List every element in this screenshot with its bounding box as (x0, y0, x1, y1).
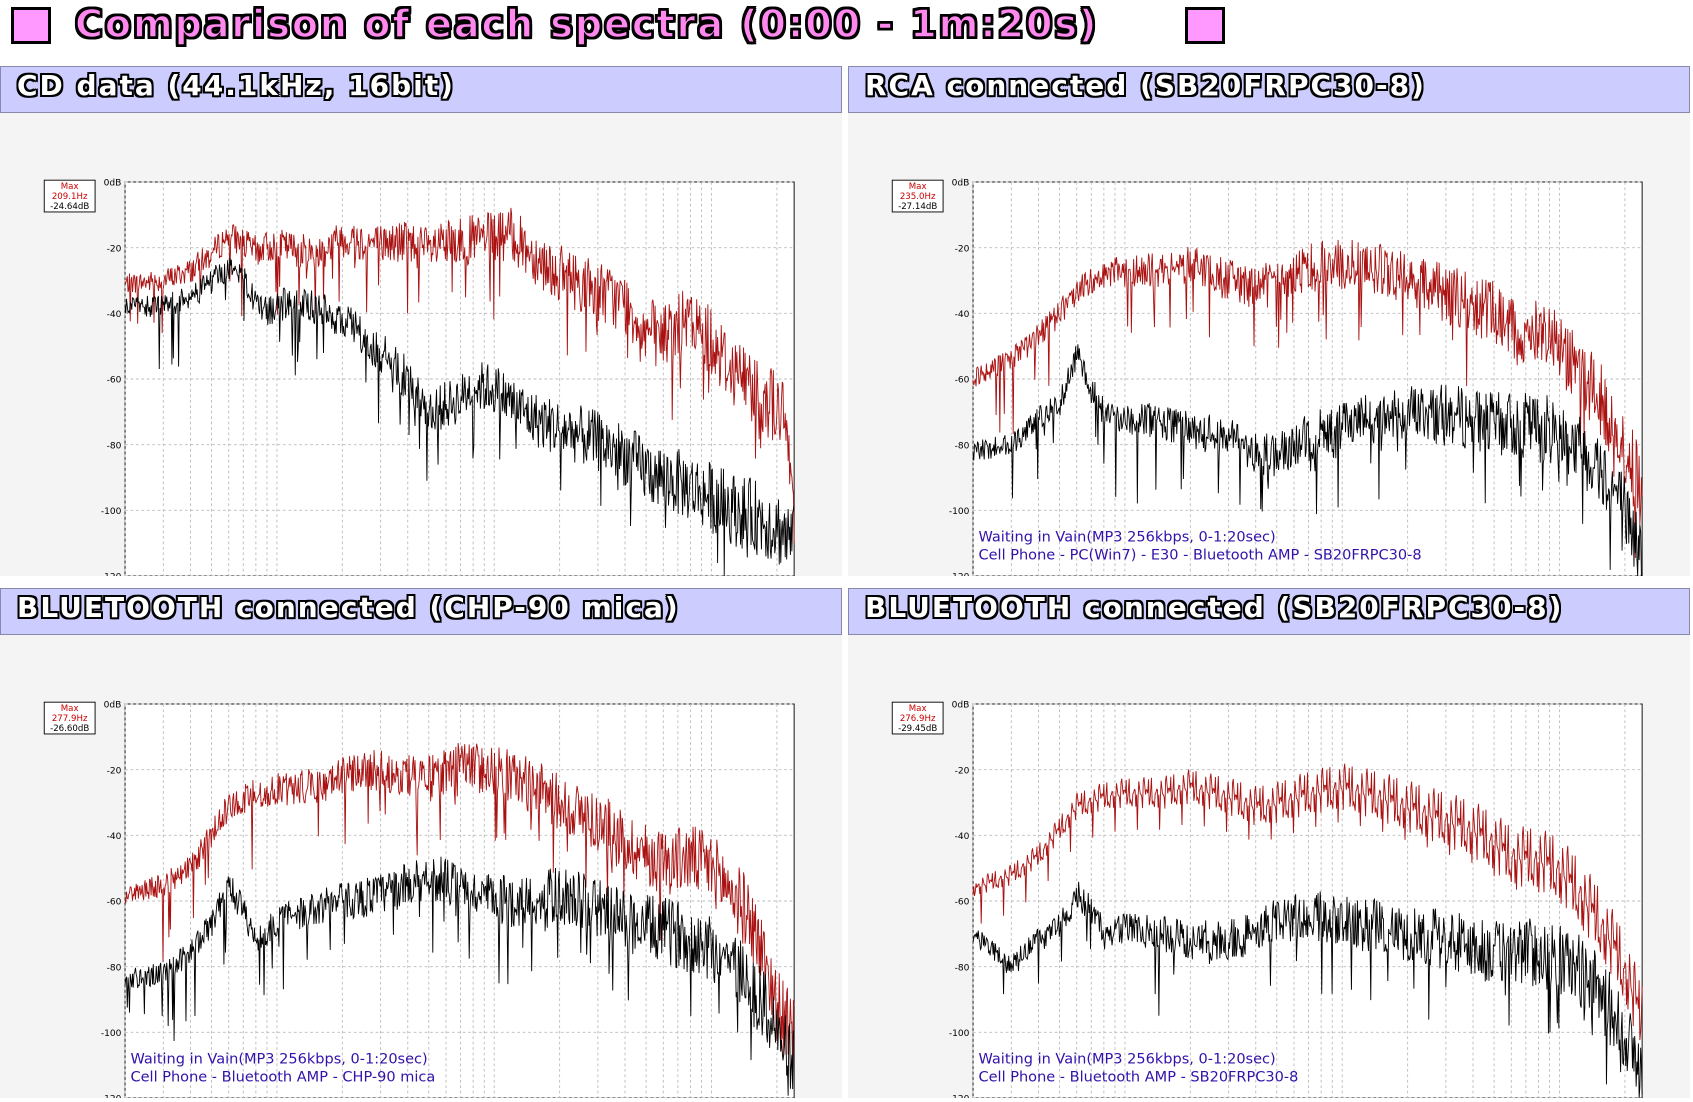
y-tick-label: -60 (955, 898, 970, 908)
page-title: Comparison of each spectra (0:00 - 1m:20… (74, 1, 1099, 47)
max-label: Max (61, 704, 79, 714)
series-line-average (972, 881, 1643, 1098)
series-line-peak (972, 239, 1643, 559)
pink-square-icon (11, 7, 51, 44)
grid (972, 181, 1643, 576)
y-tick-label: -20 (107, 766, 122, 776)
panel-header: RCA connected (SB20FRPC30-8) (848, 66, 1690, 113)
annotation-line: Waiting in Vain(MP3 256kbps, 0-1:20sec) (978, 530, 1275, 546)
chart-panel-cd: CD data (44.1kHz, 16bit) 0dB -20 -40 -60 -80… (0, 66, 842, 576)
chart-panel-bt-sb20: BLUETOOTH connected (SB20FRPC30-8) 0dB -2… (848, 588, 1690, 1098)
max-freq: 209.1Hz (52, 192, 88, 202)
y-tick-label: -60 (955, 376, 970, 386)
series-line-average (124, 257, 795, 576)
y-tick-label: -40 (107, 310, 122, 320)
spectrum-chart: 0dB-20-40-60-80-100-120201001k10kMax235.… (891, 179, 1643, 576)
max-freq: 235.0Hz (900, 192, 936, 202)
max-level: -24.64dB (50, 202, 89, 212)
max-label: Max (909, 704, 927, 714)
chart-panel-bt-chp90: BLUETOOTH connected (CHP-90 mica) 0dB -20… (0, 588, 842, 1098)
y-tick-label: -120 (949, 573, 970, 576)
y-tick-label: -20 (107, 244, 122, 254)
annotation-line: Waiting in Vain(MP3 256kbps, 0-1:20sec) (978, 1052, 1275, 1068)
series-line-peak (124, 207, 795, 544)
series-line-peak (972, 763, 1643, 1041)
pink-square-icon (1185, 7, 1225, 44)
y-tick-label: -80 (107, 963, 122, 973)
panel-header: BLUETOOTH connected (SB20FRPC30-8) (848, 588, 1690, 635)
panel-title: BLUETOOTH connected (SB20FRPC30-8) (865, 591, 1564, 624)
panel-header: CD data (44.1kHz, 16bit) (0, 66, 842, 113)
y-tick-label: 0dB (104, 179, 122, 189)
y-tick-label: -120 (949, 1095, 970, 1098)
max-readout-box (43, 701, 96, 735)
y-tick-label: 0dB (104, 701, 122, 711)
series-line-average (124, 856, 795, 1096)
y-tick-label: -40 (107, 832, 122, 842)
max-readout-box (43, 179, 96, 213)
max-label: Max (61, 182, 79, 192)
y-tick-label: -100 (101, 507, 122, 517)
max-freq: 277.9Hz (52, 714, 88, 724)
y-tick-label: -100 (949, 1029, 970, 1039)
panel-title: CD data (44.1kHz, 16bit) (17, 69, 455, 102)
y-tick-label: -40 (955, 832, 970, 842)
y-tick-label: -60 (107, 376, 122, 386)
panel-title: RCA connected (SB20FRPC30-8) (865, 69, 1426, 102)
max-freq: 276.9Hz (900, 714, 936, 724)
max-level: -26.60dB (50, 724, 89, 734)
y-tick-label: -120 (101, 573, 122, 576)
chart-panel-rca: RCA connected (SB20FRPC30-8) 0dB -20 -40 -6… (848, 66, 1690, 576)
y-tick-label: -20 (955, 766, 970, 776)
series-line-average (972, 344, 1643, 576)
banner: Comparison of each spectra (0:00 - 1m:20… (0, 0, 1693, 62)
annotation-line: Cell Phone - Bluetooth AMP - CHP-90 mica (130, 1070, 435, 1086)
y-tick-label: -100 (949, 507, 970, 517)
annotation-line: Cell Phone - Bluetooth AMP - SB20FRPC30-… (978, 1070, 1298, 1086)
max-readout-box (891, 179, 944, 213)
y-tick-label: -100 (101, 1029, 122, 1039)
grid (124, 703, 795, 1098)
y-tick-label: -80 (107, 441, 122, 451)
annotation-line: Cell Phone - PC(Win7) - E30 - Bluetooth … (978, 548, 1421, 564)
y-tick-label: 0dB (952, 701, 970, 711)
panel-title: BLUETOOTH connected (CHP-90 mica) (17, 591, 680, 624)
max-level: -29.45dB (898, 724, 937, 734)
y-tick-label: -20 (955, 244, 970, 254)
panel-header: BLUETOOTH connected (CHP-90 mica) (0, 588, 842, 635)
max-level: -27.14dB (898, 202, 937, 212)
y-tick-label: -80 (955, 963, 970, 973)
spectrum-chart: 0dB-20-40-60-80-100-120201001k10kMax277.… (43, 701, 795, 1098)
spectrum-chart: 0dB-20-40-60-80-100-120201001k10kMax209.… (43, 179, 795, 576)
max-label: Max (909, 182, 927, 192)
series-line-peak (124, 742, 795, 1071)
spectrum-chart: 0dB-20-40-60-80-100-120201001k10kMax276.… (891, 701, 1643, 1098)
y-tick-label: -80 (955, 441, 970, 451)
max-readout-box (891, 701, 944, 735)
annotation-line: Waiting in Vain(MP3 256kbps, 0-1:20sec) (130, 1052, 427, 1068)
y-tick-label: -40 (955, 310, 970, 320)
y-tick-label: 0dB (952, 179, 970, 189)
y-tick-label: -60 (107, 898, 122, 908)
y-tick-label: -120 (101, 1095, 122, 1098)
